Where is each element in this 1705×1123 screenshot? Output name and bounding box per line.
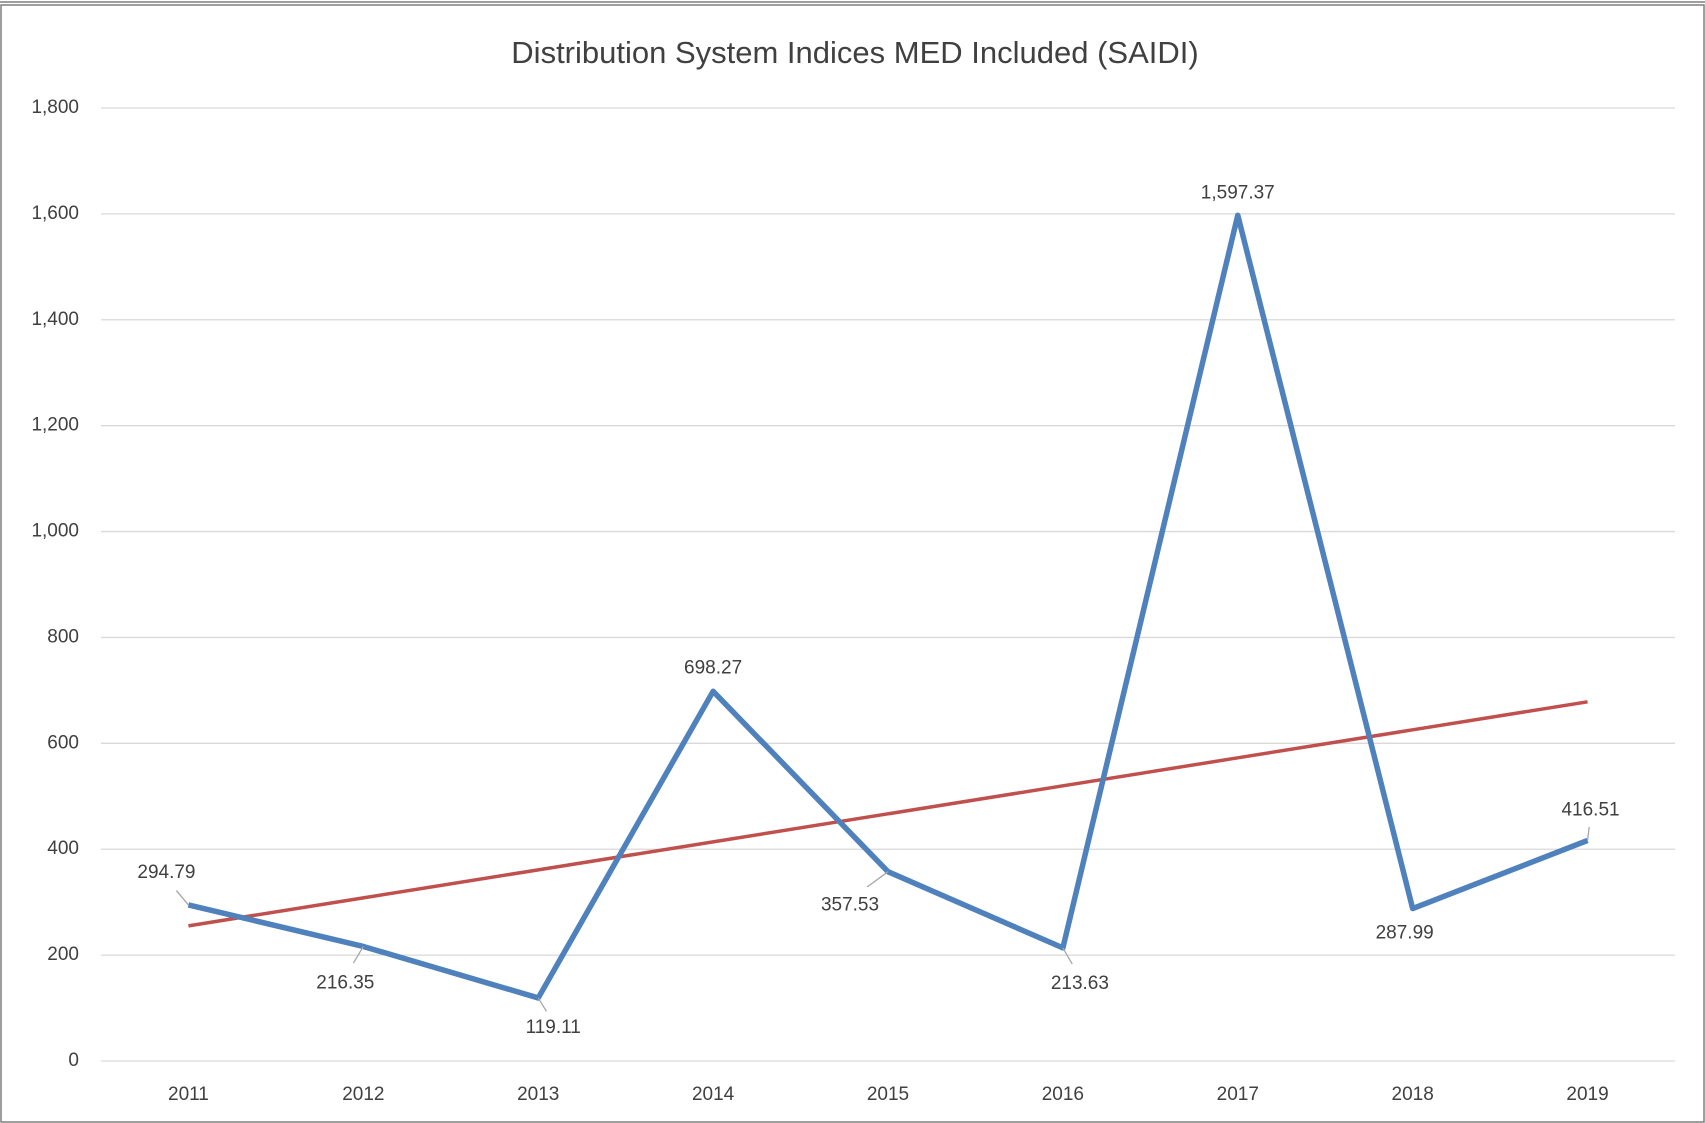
x-tick-label: 2012 — [342, 1084, 384, 1105]
leader-line — [537, 997, 548, 1012]
leader-line — [352, 946, 364, 964]
chart-frame — [0, 4, 1705, 1123]
leader-line — [1062, 947, 1073, 965]
y-tick-label: 1,400 — [31, 309, 79, 330]
data-label: 1,597.37 — [1201, 182, 1275, 203]
x-tick-label: 2019 — [1566, 1084, 1608, 1105]
x-tick-label: 2013 — [517, 1084, 559, 1105]
data-label: 698.27 — [684, 657, 742, 678]
x-tick-label: 2018 — [1392, 1084, 1434, 1105]
data-label: 216.35 — [316, 972, 374, 993]
y-tick-label: 400 — [47, 838, 79, 859]
data-label: 294.79 — [137, 862, 195, 883]
y-tick-label: 1,800 — [31, 97, 79, 118]
leader-line — [1586, 826, 1590, 841]
y-tick-label: 200 — [47, 944, 79, 965]
x-tick-label: 2016 — [1042, 1084, 1084, 1105]
x-tick-label: 2017 — [1217, 1084, 1259, 1105]
chart-title: Distribution System Indices MED Included… — [511, 35, 1198, 70]
data-label: 357.53 — [821, 895, 879, 916]
data-label: 416.51 — [1561, 799, 1619, 820]
y-tick-label: 800 — [47, 626, 79, 647]
trend-line — [188, 700, 1588, 928]
y-tick-label: 1,200 — [31, 415, 79, 436]
y-tick-label: 1,600 — [31, 203, 79, 224]
y-tick-label: 1,000 — [31, 521, 79, 542]
x-tick-label: 2015 — [867, 1084, 909, 1105]
data-label: 119.11 — [526, 1017, 581, 1038]
data-label: 287.99 — [1376, 923, 1434, 944]
y-tick-label: 600 — [47, 732, 79, 753]
y-tick-label: 0 — [68, 1050, 79, 1071]
leader-line — [175, 890, 189, 906]
leader-line — [866, 871, 889, 888]
x-tick-label: 2014 — [692, 1084, 735, 1105]
x-tick-label: 2011 — [168, 1084, 209, 1105]
data-label: 213.63 — [1051, 973, 1109, 994]
